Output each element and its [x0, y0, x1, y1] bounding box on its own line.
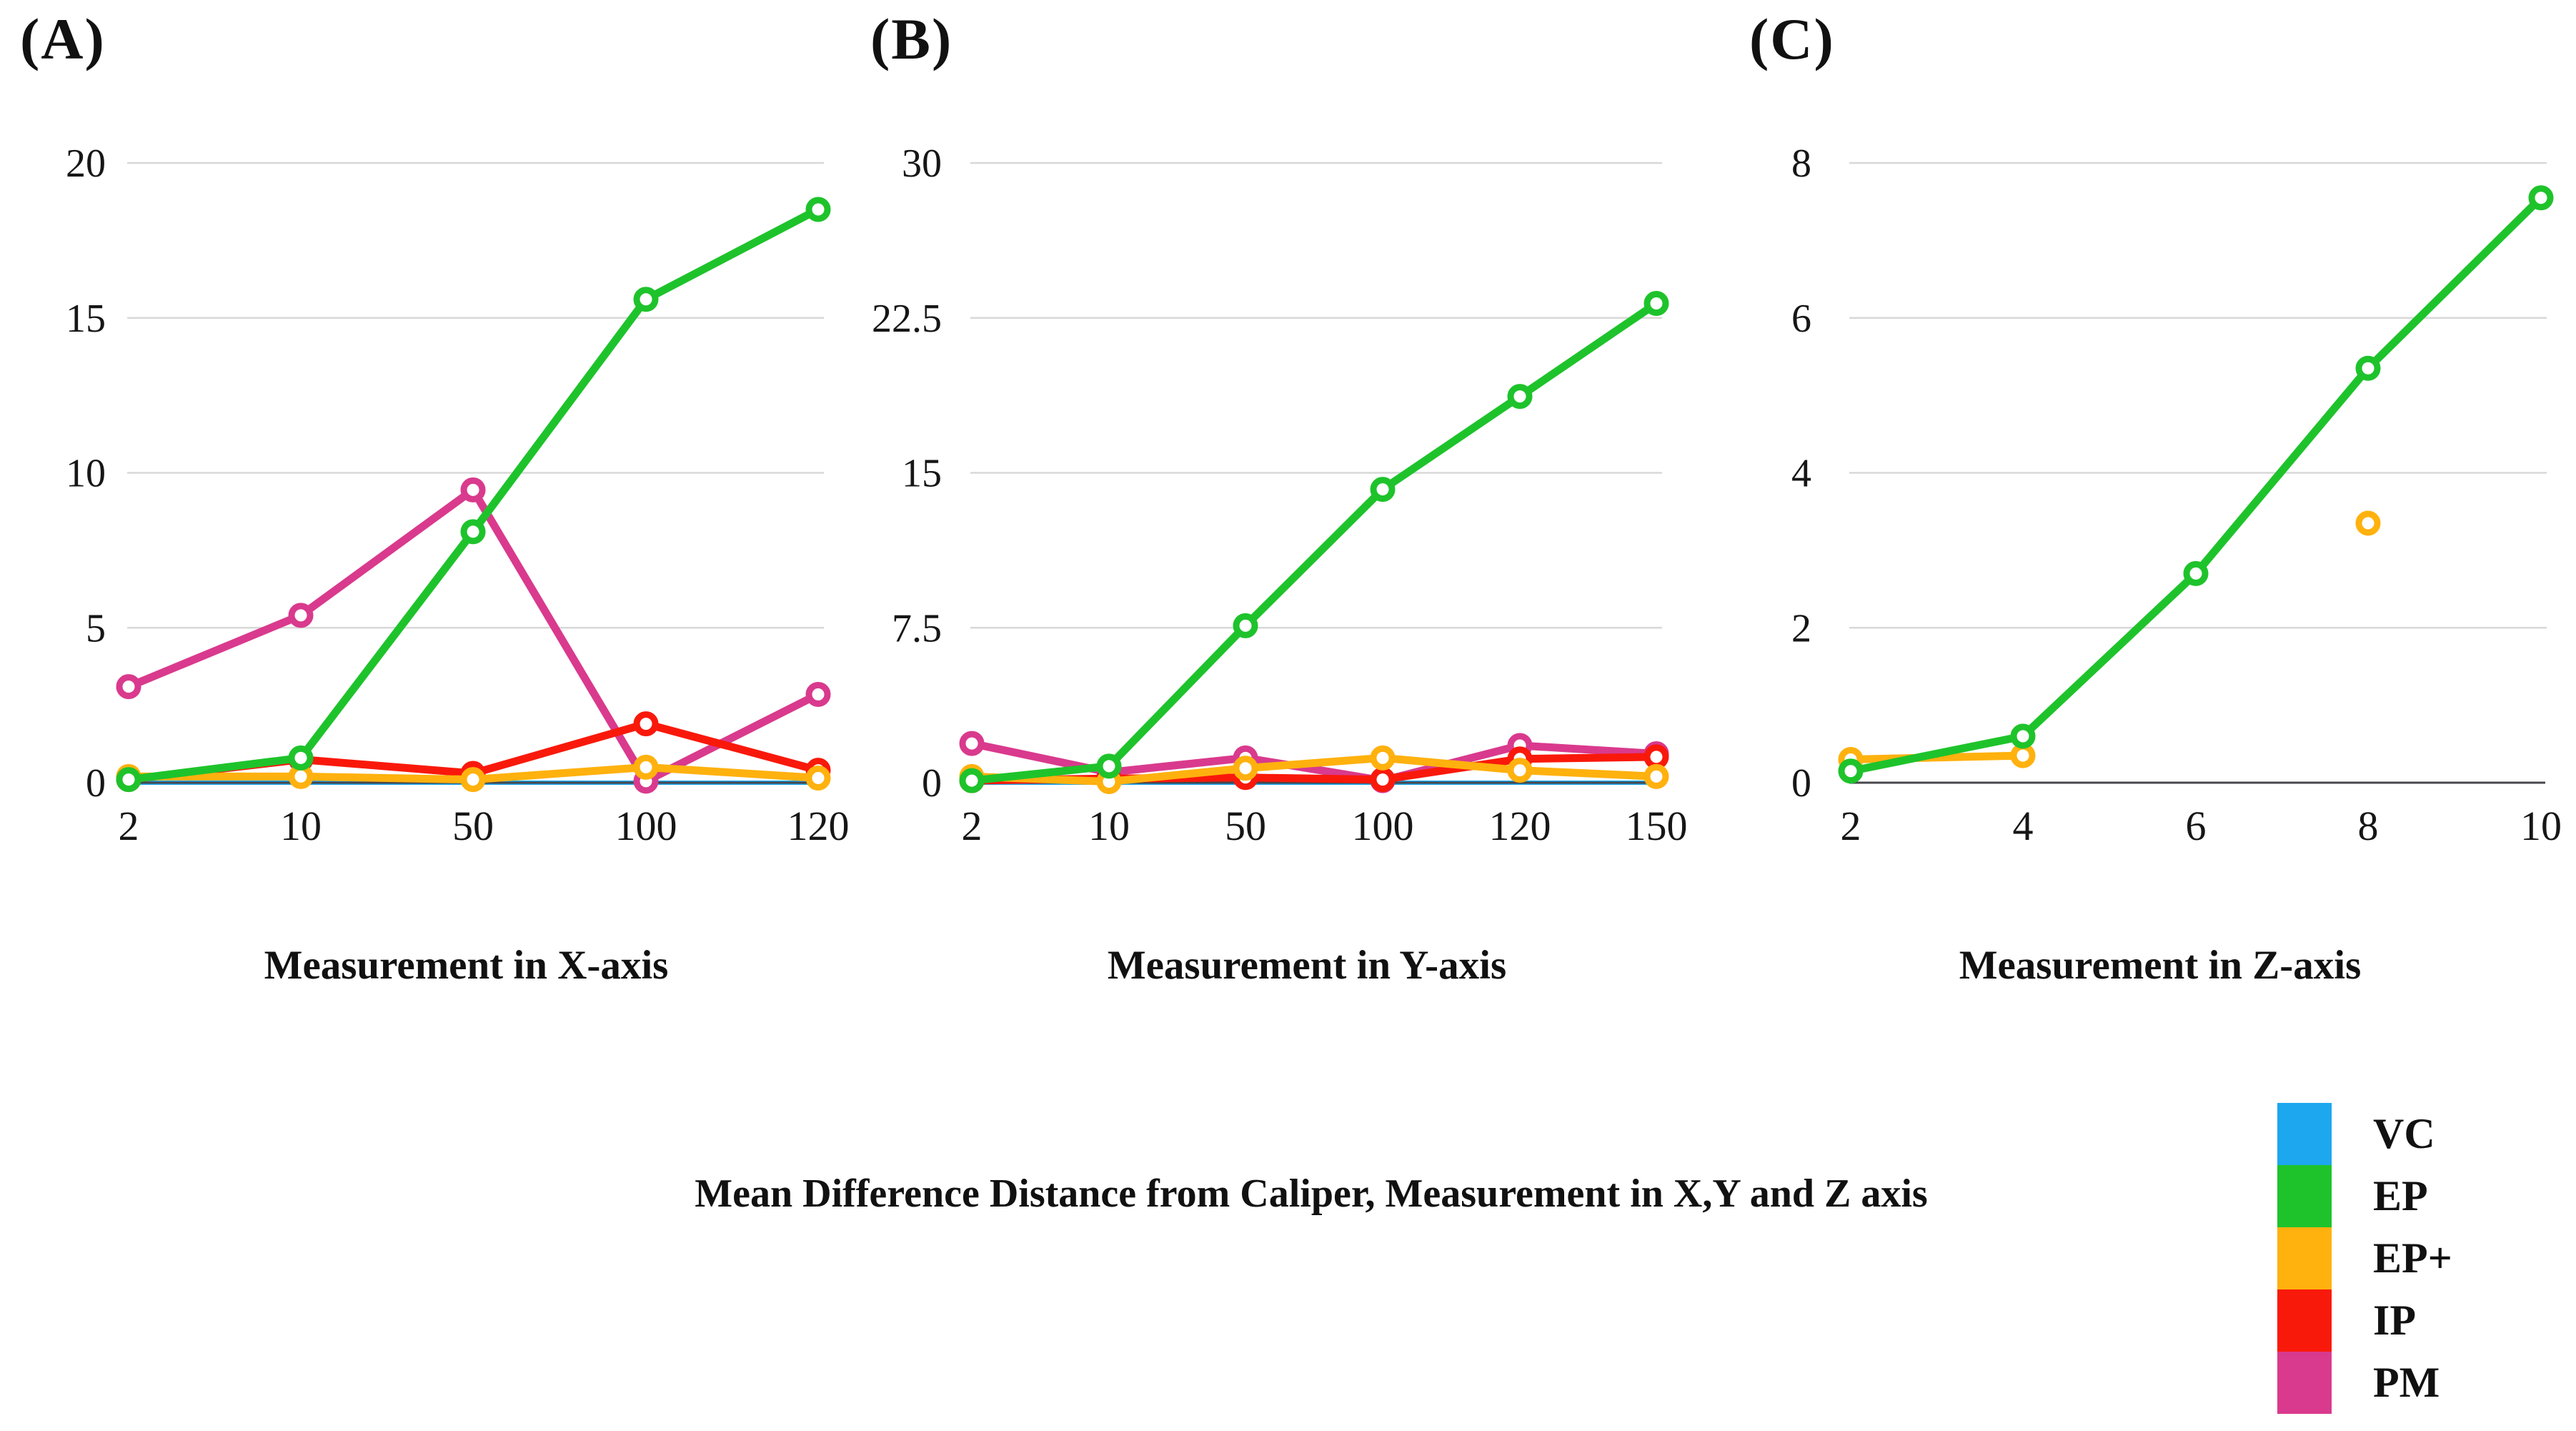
y-tick-label: 10	[66, 452, 106, 496]
data-point-ep	[805, 197, 831, 222]
legend-label-vc: VC	[2373, 1110, 2435, 1157]
data-point-ep	[1233, 613, 1258, 638]
data-point-ep	[2183, 560, 2209, 586]
legend-item-pm: PM	[2277, 1352, 2452, 1414]
x-axis-title-a: Measurement in X-axis	[264, 943, 669, 988]
legend-swatch-pm	[2277, 1352, 2332, 1414]
legend-label-ep: EP	[2373, 1172, 2428, 1219]
data-point-ep	[2528, 185, 2554, 211]
data-point-ip	[633, 711, 659, 737]
data-point-ep	[2010, 723, 2036, 749]
data-point-ep	[460, 519, 486, 545]
series-line-ep	[1849, 194, 2544, 776]
data-point-ep	[1838, 758, 1864, 784]
series-line-ep	[971, 299, 1659, 785]
y-tick-label: 15	[66, 297, 106, 341]
figure-caption: Mean Difference Distance from Caliper, M…	[695, 1172, 1928, 1216]
y-tick-label: 22.5	[872, 297, 942, 341]
x-tick-label: 10	[1088, 803, 1130, 849]
data-point-ep	[116, 767, 141, 793]
data-point-ep-plus	[1507, 758, 1533, 783]
x-tick-label: 100	[615, 803, 677, 849]
x-tick-label: 8	[2358, 803, 2379, 849]
data-point-ep	[1507, 384, 1533, 410]
data-point-ep	[1643, 291, 1669, 317]
legend-swatch-ep-plus	[2277, 1227, 2332, 1289]
x-tick-label: 2	[1841, 803, 1861, 849]
data-point-ep	[288, 745, 314, 771]
data-point-ep	[2355, 355, 2381, 381]
legend-item-ep: EP	[2277, 1165, 2452, 1227]
y-tick-label: 4	[1791, 452, 1811, 496]
y-tick-label: 0	[1791, 761, 1811, 806]
data-point-ep	[959, 768, 985, 793]
data-point-ip	[1643, 744, 1669, 770]
x-tick-label: 50	[452, 803, 494, 849]
x-tick-label: 10	[2520, 803, 2562, 849]
data-point-ep-plus	[1233, 756, 1258, 781]
legend: VC EP EP+ IP PM	[2277, 1103, 2452, 1414]
legend-swatch-vc	[2277, 1103, 2332, 1165]
y-tick-label: 0	[922, 761, 942, 806]
legend-label-ip: IP	[2373, 1297, 2416, 1344]
data-point-ep	[633, 287, 659, 312]
data-point-pm	[116, 674, 141, 700]
y-tick-label: 30	[902, 142, 942, 186]
x-axis-title-c: Measurement in Z-axis	[1959, 943, 2362, 988]
y-tick-label: 7.5	[892, 606, 942, 650]
x-tick-label: 2	[119, 803, 139, 849]
data-point-pm	[805, 681, 831, 707]
legend-swatch-ip	[2277, 1289, 2332, 1352]
x-tick-label: 50	[1225, 803, 1266, 849]
panel-label-b: (B)	[870, 6, 953, 71]
legend-label-pm: PM	[2373, 1359, 2440, 1406]
data-point-ep-plus	[460, 767, 486, 793]
y-tick-label: 15	[902, 452, 942, 496]
x-tick-label: 4	[2013, 803, 2034, 849]
x-tick-label: 10	[280, 803, 322, 849]
legend-label-ep-plus: EP+	[2373, 1234, 2452, 1282]
y-tick-label: 2	[1791, 606, 1811, 650]
data-point-ep-plus	[633, 754, 659, 780]
y-tick-label: 8	[1791, 142, 1811, 186]
x-tick-label: 120	[1489, 803, 1551, 849]
data-point-pm	[959, 731, 985, 756]
y-tick-label: 5	[86, 606, 106, 650]
data-point-pm	[288, 603, 314, 628]
data-point-ep	[1370, 477, 1396, 502]
data-point-ep-plus	[1370, 745, 1396, 771]
x-tick-label: 150	[1626, 803, 1688, 849]
x-tick-label: 6	[2186, 803, 2207, 849]
data-point-ip	[1370, 767, 1396, 793]
data-point-ep-plus	[2010, 743, 2036, 768]
legend-swatch-ep	[2277, 1165, 2332, 1227]
x-tick-label: 100	[1352, 803, 1414, 849]
x-axis-title-b: Measurement in Y-axis	[1107, 943, 1507, 988]
data-point-ep	[1096, 753, 1122, 779]
y-tick-label: 20	[66, 142, 106, 186]
panel-label-a: (A)	[20, 6, 106, 71]
x-tick-label: 120	[787, 803, 850, 849]
y-tick-label: 0	[86, 761, 106, 806]
data-point-ep-plus	[805, 765, 831, 791]
panel-label-c: (C)	[1749, 6, 1835, 71]
x-tick-label: 2	[962, 803, 983, 849]
data-point-ep-plus	[1643, 763, 1669, 789]
series-line-ep-plus	[971, 753, 1657, 786]
data-point-ep-plus	[2355, 510, 2381, 536]
legend-item-vc: VC	[2277, 1103, 2452, 1165]
y-tick-label: 6	[1791, 297, 1811, 341]
legend-item-ip: IP	[2277, 1289, 2452, 1352]
data-point-pm	[460, 477, 486, 502]
legend-item-ep-plus: EP+	[2277, 1227, 2452, 1289]
